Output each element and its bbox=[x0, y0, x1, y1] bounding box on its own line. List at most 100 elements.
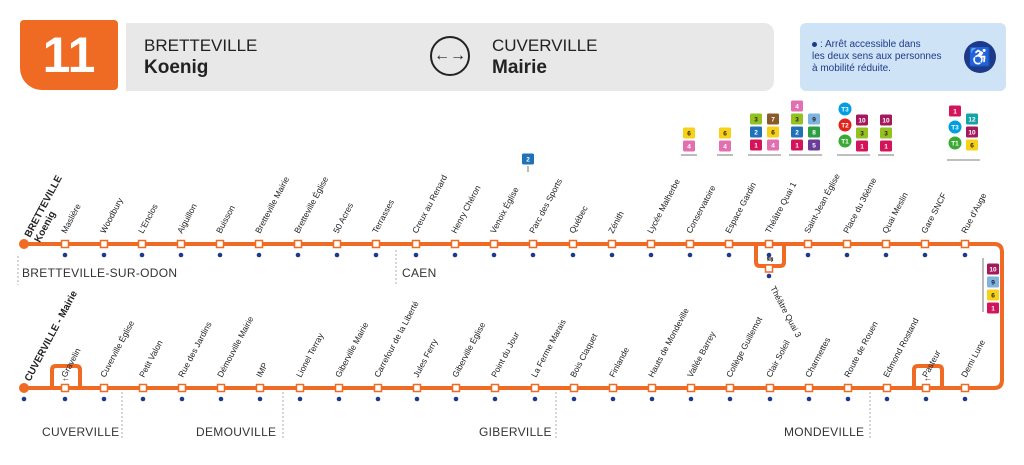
stop-marker bbox=[99, 383, 109, 393]
bus-line-6-icon bbox=[966, 139, 978, 151]
connection-label: 4 bbox=[771, 142, 775, 149]
destination-terminus: CUVERVILLE Mairie bbox=[492, 35, 598, 79]
bus-line-6-icon bbox=[767, 126, 779, 138]
stop-marker bbox=[765, 383, 775, 393]
accessible-stop-dot bbox=[295, 252, 301, 258]
stop-marker bbox=[137, 239, 147, 249]
accessible-stop-dot bbox=[179, 396, 185, 402]
stop-label-hauts-de-mondeville: Hauts de Mondeville bbox=[646, 306, 691, 379]
stop-marker bbox=[568, 239, 578, 249]
stop-marker bbox=[177, 383, 187, 393]
origin-terminus: BRETTEVILLE Koenig bbox=[144, 35, 257, 79]
stop-marker bbox=[804, 383, 814, 393]
stop-label-clair-soleil: Clair Soleil bbox=[764, 338, 792, 379]
bus-line-10-icon bbox=[987, 263, 999, 275]
town-cuverville: CUVERVILLE bbox=[42, 425, 119, 439]
bus-line-3-icon bbox=[856, 127, 868, 139]
accessible-stop-dot bbox=[453, 396, 459, 402]
stop-marker bbox=[764, 264, 774, 273]
stop-marker bbox=[960, 383, 970, 393]
accessible-stop-dot bbox=[336, 396, 342, 402]
stop-marker bbox=[920, 239, 930, 249]
stop-marker bbox=[215, 239, 225, 249]
bus-line-12-icon bbox=[966, 113, 978, 125]
tram-t2-icon bbox=[838, 118, 852, 132]
town-giberville: GIBERVILLE bbox=[479, 425, 552, 439]
bus-line-2-icon bbox=[522, 153, 534, 165]
stop-marker bbox=[530, 383, 540, 393]
stop-marker bbox=[569, 383, 579, 393]
accessible-stop-dot bbox=[21, 396, 27, 402]
connection-label: 1 bbox=[795, 142, 799, 149]
wheelchair-icon: ♿ bbox=[964, 41, 996, 73]
stop-marker bbox=[607, 239, 617, 249]
accessible-dot-icon bbox=[812, 41, 817, 47]
bus-line-1-icon bbox=[750, 139, 762, 151]
route-line bbox=[24, 242, 1004, 390]
stop-marker bbox=[882, 383, 892, 393]
stop-label-theatre-quai-1: Théâtre Quai 1 bbox=[763, 180, 799, 235]
bus-line-2-icon bbox=[750, 126, 762, 138]
stop-marker bbox=[647, 383, 657, 393]
connection-label: 3 bbox=[795, 116, 799, 123]
accessible-stop-dot bbox=[178, 252, 184, 258]
connection-label: 3 bbox=[754, 116, 758, 123]
terminus-marker bbox=[19, 383, 29, 393]
accessible-stop-dot bbox=[648, 252, 654, 258]
stop-marker bbox=[411, 239, 421, 249]
connection-label: 7 bbox=[771, 116, 775, 123]
bus-line-4-icon bbox=[791, 100, 803, 112]
connection-label: 1 bbox=[754, 142, 758, 149]
connection-label: T1 bbox=[951, 140, 959, 147]
stop-label-venoix-eglise: Venoix Église bbox=[488, 185, 521, 235]
accessible-stop-dot bbox=[413, 252, 419, 258]
stop-marker bbox=[843, 383, 853, 393]
stop-label-50-acres: 50 Acres bbox=[331, 201, 355, 235]
accessible-stop-dot bbox=[101, 252, 107, 258]
bus-line-9-icon bbox=[808, 113, 820, 125]
connection-label: 3 bbox=[884, 130, 888, 137]
stop-marker bbox=[489, 239, 499, 249]
accessible-stop-dot bbox=[806, 396, 812, 402]
connection-label: 1 bbox=[991, 305, 995, 312]
connection-label: 10 bbox=[989, 266, 997, 273]
gravelin-loop bbox=[50, 364, 82, 388]
tram-t1-icon bbox=[838, 134, 852, 148]
connection-label: 5 bbox=[812, 142, 816, 149]
bus-line-1-icon bbox=[880, 140, 892, 152]
stop-marker bbox=[685, 239, 695, 249]
stop-marker bbox=[960, 239, 970, 249]
accessible-stop-dot bbox=[530, 252, 536, 258]
accessible-stop-dot bbox=[217, 252, 223, 258]
connection-label: 4 bbox=[795, 103, 799, 110]
accessible-stop-dot bbox=[218, 396, 224, 402]
connection-label: 9 bbox=[991, 279, 995, 286]
accessible-stop-dot bbox=[414, 396, 420, 402]
accessible-stop-dot bbox=[962, 252, 968, 258]
accessible-stop-dot bbox=[923, 396, 929, 402]
stop-label-terrasses: Terrasses bbox=[370, 198, 396, 235]
connection-label: 6 bbox=[771, 129, 775, 136]
bus-line-1-icon bbox=[987, 302, 999, 314]
bus-line-5-icon bbox=[808, 139, 820, 151]
bus-line-4-icon bbox=[683, 140, 695, 152]
accessible-stop-dot bbox=[687, 252, 693, 258]
stop-label-bois-claquet: Bois Claquet bbox=[568, 331, 600, 379]
connection-label: T1 bbox=[841, 138, 849, 145]
stop-marker bbox=[842, 239, 852, 249]
stop-label-zenith: Zénith bbox=[606, 209, 626, 235]
stop-marker bbox=[881, 239, 891, 249]
connection-label: 6 bbox=[723, 130, 727, 137]
destination-town: CUVERVILLE bbox=[492, 36, 598, 55]
stop-label-vallee-barrey: Vallée Barrey bbox=[685, 329, 718, 379]
stop-label-bretteville-mairie: Bretteville Mairie bbox=[253, 175, 291, 235]
stop-label-henry-cheron: Henry Chéron bbox=[449, 183, 483, 235]
bus-line-1-icon bbox=[949, 105, 961, 117]
stop-label-route-de-rouen: Route de Rouen bbox=[842, 319, 880, 379]
bus-line-9-icon bbox=[987, 276, 999, 288]
origin-town: BRETTEVILLE bbox=[144, 36, 258, 55]
stop-label-rue-d-auge: Rue d'Auge bbox=[959, 191, 989, 235]
bus-line-8-icon bbox=[808, 126, 820, 138]
accessible-stop-dot bbox=[491, 252, 497, 258]
